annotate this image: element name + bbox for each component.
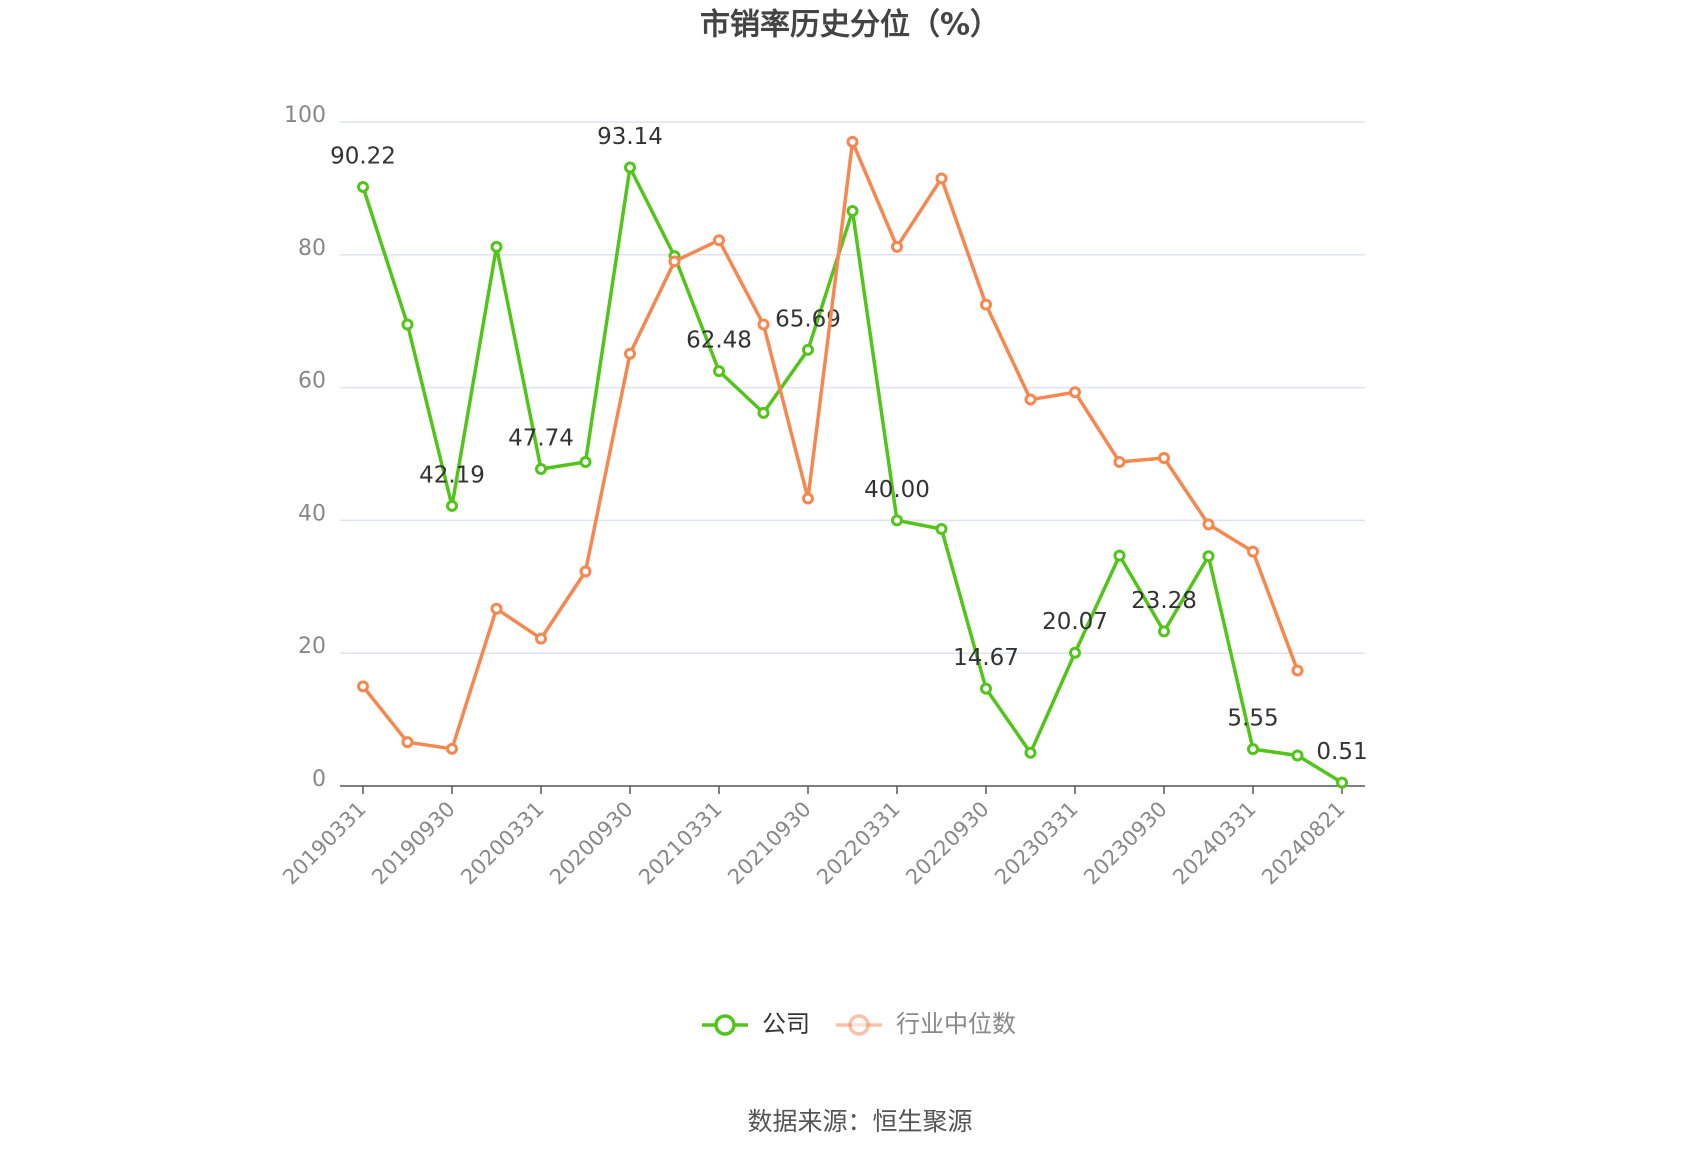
data-label: 14.67 [953,645,1019,671]
data-point [490,602,503,615]
data-label: 0.51 [1316,739,1367,765]
data-point [490,240,503,253]
data-point [668,255,681,268]
data-point [802,343,814,356]
data-point [401,318,414,331]
data-point [1158,451,1170,464]
data-point [579,455,592,468]
data-label: 23.28 [1131,588,1197,614]
x-tick-label: 20220331 [812,797,905,890]
data-point [1158,625,1170,638]
data-point [1202,518,1215,531]
data-point [1291,664,1304,677]
legend-marker [848,1014,870,1036]
x-tick-label: 20190331 [278,797,371,890]
data-point [802,492,814,505]
x-tick-label: 20200930 [545,797,638,890]
data-point [1113,549,1126,562]
data-point [1291,749,1304,762]
data-point [891,514,903,527]
data-point [980,298,992,311]
data-point [935,523,948,536]
data-point [624,347,636,360]
data-point [1024,393,1037,406]
data-point [1202,550,1215,563]
data-point [357,680,369,693]
data-label: 20.07 [1042,609,1108,635]
series-line [361,135,1300,751]
data-point [935,172,948,185]
data-point [757,406,770,419]
data-point [980,682,992,695]
y-tick-label: 60 [298,369,326,394]
data-label: 93.14 [597,124,663,150]
y-tick-label: 100 [284,103,326,128]
data-point [1336,776,1348,789]
data-point [624,161,636,174]
y-tick-label: 40 [298,501,326,526]
series-line [361,161,1343,785]
source-note: 数据来源：恒生聚源 [747,1107,972,1136]
x-tick-label: 20240331 [1168,797,1261,890]
data-label: 42.19 [419,462,485,488]
x-tick-label: 20240821 [1257,797,1350,890]
data-label: 47.74 [508,426,574,452]
data-point [1069,646,1081,659]
legend-marker [714,1014,736,1036]
data-point [713,234,725,247]
data-point [579,565,592,578]
x-tick-label: 20210331 [634,797,727,890]
data-point [1247,743,1259,756]
chart-title: 市销率历史分位（%） [700,8,1000,43]
y-tick-label: 80 [298,236,326,261]
data-point [891,240,903,253]
data-label: 90.22 [330,143,396,169]
data-point [713,365,725,378]
x-tick-label: 20230331 [990,797,1083,890]
data-point [446,499,458,512]
data-point [357,180,369,193]
y-tick-label: 0 [312,767,326,792]
data-label: 40.00 [864,477,930,503]
data-point [846,135,859,148]
x-tick-label: 20190930 [367,797,460,890]
data-point [1024,746,1037,759]
x-tick-label: 20200331 [456,797,549,890]
data-point [757,318,770,331]
legend-label: 行业中位数 [896,1010,1016,1038]
data-point [1069,386,1081,399]
x-tick-label: 20230930 [1079,797,1172,890]
data-label: 62.48 [686,328,752,354]
data-point [1113,455,1126,468]
data-label: 5.55 [1227,706,1278,732]
legend-label: 公司 [762,1010,810,1038]
data-point [535,632,547,645]
data-point [846,204,859,217]
x-tick-label: 20220930 [901,797,994,890]
y-tick-label: 20 [298,634,326,659]
data-point [1247,545,1259,558]
x-tick-label: 20210930 [723,797,816,890]
data-point [535,463,547,476]
data-point [446,742,458,755]
data-point [401,736,414,749]
